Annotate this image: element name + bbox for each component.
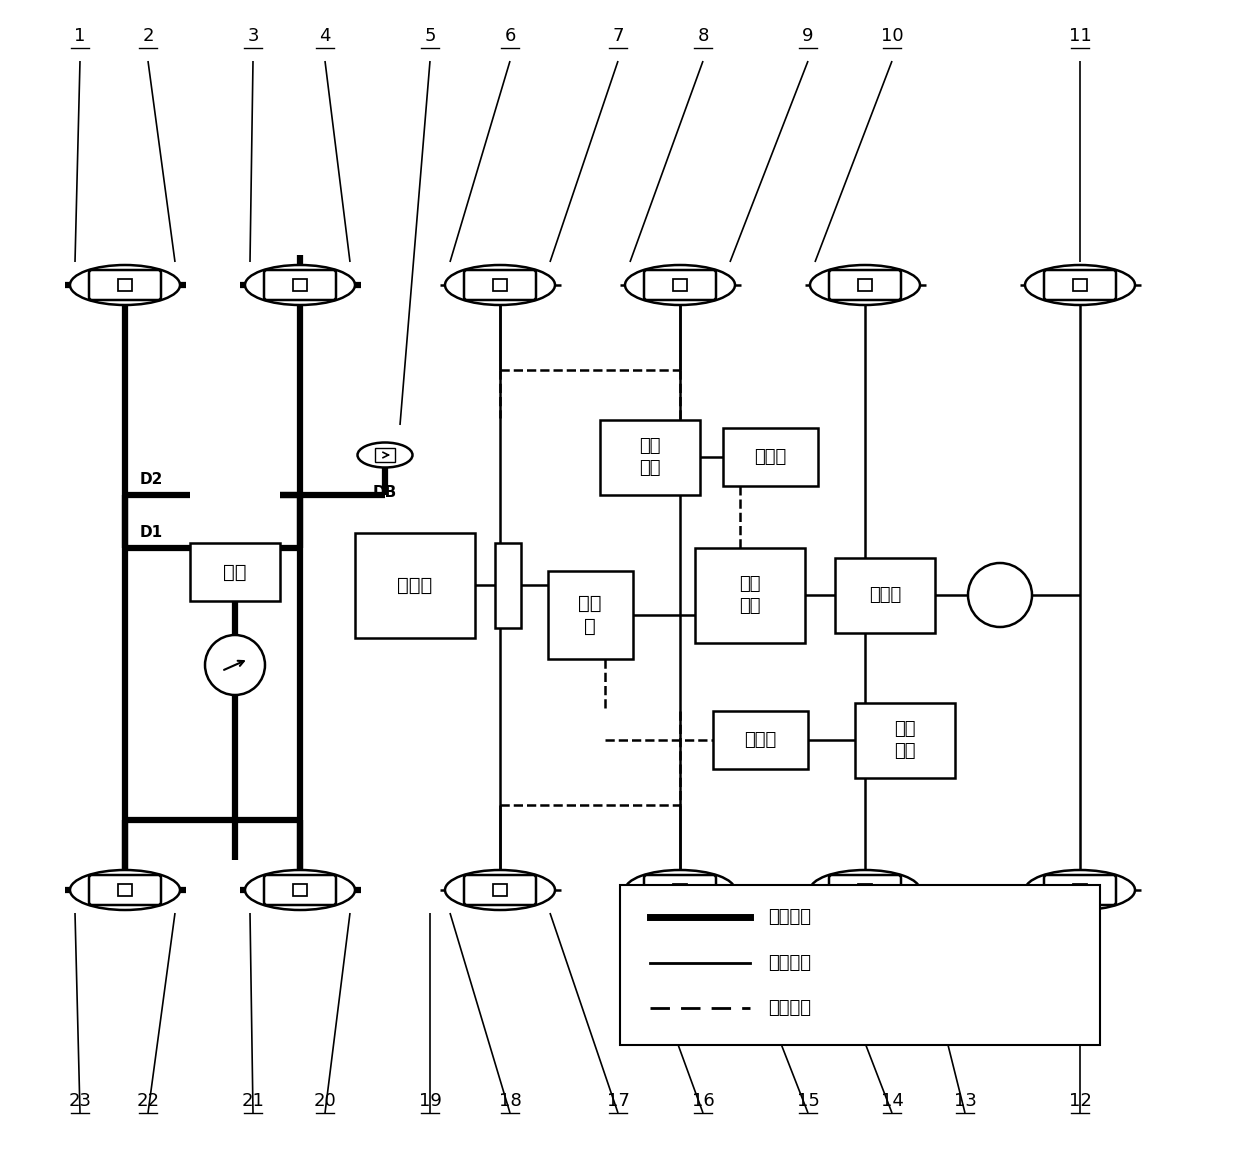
Text: 动力
电池: 动力 电池 [894,720,916,760]
FancyBboxPatch shape [856,702,955,777]
FancyBboxPatch shape [264,875,336,906]
Text: 8: 8 [697,27,709,45]
Text: 1: 1 [74,27,86,45]
FancyBboxPatch shape [374,448,396,462]
FancyBboxPatch shape [118,884,131,896]
Text: 主电机: 主电机 [869,586,901,604]
Text: 3: 3 [247,27,259,45]
Text: 电力传动: 电力传动 [768,999,811,1018]
Circle shape [205,635,265,695]
FancyBboxPatch shape [1074,884,1086,896]
Text: 机械传动: 机械传动 [768,954,811,971]
Ellipse shape [810,870,920,910]
FancyBboxPatch shape [673,280,687,291]
Text: 9: 9 [802,27,813,45]
FancyBboxPatch shape [835,558,935,633]
Text: 逆变器: 逆变器 [744,731,776,748]
Text: 液压传动: 液压传动 [768,908,811,926]
FancyBboxPatch shape [723,429,817,486]
Text: DB: DB [373,485,397,500]
FancyBboxPatch shape [858,280,872,291]
Ellipse shape [1025,264,1135,305]
FancyBboxPatch shape [1074,280,1086,291]
FancyBboxPatch shape [600,419,701,494]
FancyBboxPatch shape [118,280,131,291]
Text: 6: 6 [505,27,516,45]
Text: 19: 19 [419,1091,441,1110]
FancyBboxPatch shape [830,875,901,906]
Text: D2: D2 [140,472,164,487]
FancyBboxPatch shape [494,884,507,896]
FancyBboxPatch shape [495,543,521,627]
FancyBboxPatch shape [190,543,280,601]
FancyBboxPatch shape [644,875,715,906]
FancyBboxPatch shape [464,270,536,300]
Ellipse shape [1025,870,1135,910]
Ellipse shape [625,264,735,305]
FancyBboxPatch shape [830,270,901,300]
Text: 逆变器: 逆变器 [754,448,786,465]
Text: 17: 17 [606,1091,630,1110]
Ellipse shape [69,870,180,910]
Text: 2: 2 [143,27,154,45]
Text: 11: 11 [1069,27,1091,45]
Circle shape [968,562,1032,627]
Text: 发动机: 发动机 [397,575,433,595]
Ellipse shape [625,870,735,910]
Text: 7: 7 [613,27,624,45]
FancyBboxPatch shape [264,270,336,300]
Text: 发电
机: 发电 机 [578,594,601,636]
Ellipse shape [246,264,355,305]
Ellipse shape [69,264,180,305]
Text: 10: 10 [880,27,903,45]
FancyBboxPatch shape [548,571,632,660]
FancyBboxPatch shape [89,270,161,300]
FancyBboxPatch shape [673,884,687,896]
Text: 23: 23 [68,1091,92,1110]
Text: 21: 21 [242,1091,264,1110]
Text: 阀组: 阀组 [223,562,247,581]
FancyBboxPatch shape [1044,270,1116,300]
Text: 4: 4 [319,27,331,45]
Text: 13: 13 [954,1091,976,1110]
Text: 12: 12 [1069,1091,1091,1110]
Text: 16: 16 [692,1091,714,1110]
Text: 14: 14 [880,1091,904,1110]
Text: 15: 15 [796,1091,820,1110]
Ellipse shape [445,264,556,305]
Ellipse shape [810,264,920,305]
FancyBboxPatch shape [355,532,475,638]
Text: 行星
机构: 行星 机构 [739,575,761,616]
FancyBboxPatch shape [294,884,306,896]
FancyBboxPatch shape [464,875,536,906]
FancyBboxPatch shape [1044,875,1116,906]
Text: 20: 20 [314,1091,336,1110]
FancyBboxPatch shape [89,875,161,906]
Ellipse shape [246,870,355,910]
FancyBboxPatch shape [494,280,507,291]
FancyBboxPatch shape [644,270,715,300]
FancyBboxPatch shape [620,885,1100,1045]
FancyBboxPatch shape [713,711,807,769]
Text: 动力
电池: 动力 电池 [640,437,661,477]
Text: 18: 18 [498,1091,521,1110]
FancyBboxPatch shape [858,884,872,896]
FancyBboxPatch shape [294,280,306,291]
Text: 5: 5 [424,27,435,45]
Text: D1: D1 [140,526,164,541]
FancyBboxPatch shape [694,547,805,642]
Text: 22: 22 [136,1091,160,1110]
Ellipse shape [357,442,413,468]
Ellipse shape [445,870,556,910]
